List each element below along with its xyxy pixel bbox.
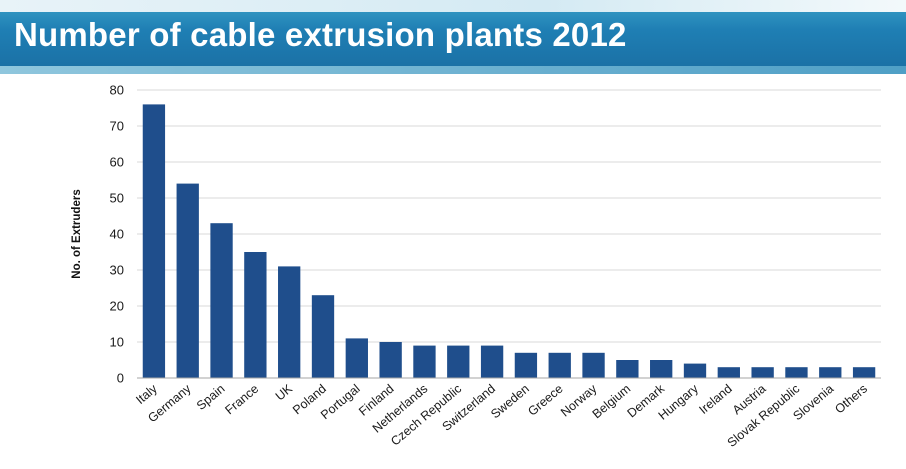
bar-austria [751, 367, 774, 378]
x-tick-greece: Greece [525, 382, 565, 419]
x-tick-spain: Spain [194, 382, 228, 413]
x-tick-france: France [222, 382, 261, 418]
bar-others [852, 367, 876, 378]
bar-sweden [514, 352, 538, 378]
bar-hungary [683, 363, 707, 378]
x-tick-uk: UK [273, 381, 296, 403]
y-tick-60: 60 [110, 155, 124, 170]
bars [142, 104, 876, 379]
y-tick-20: 20 [110, 299, 124, 314]
slide-title: Number of cable extrusion plants 2012 [14, 16, 627, 53]
bar-spain [210, 223, 233, 378]
y-tick-50: 50 [110, 191, 124, 206]
y-tick-10: 10 [110, 335, 124, 350]
bar-czech-republic [447, 345, 470, 378]
y-axis-ticks: 0 10 20 30 40 50 60 70 80 [110, 83, 124, 386]
bar-italy [142, 104, 166, 379]
y-tick-0: 0 [117, 371, 124, 386]
bar-switzerland [480, 345, 504, 378]
bar-belgium [616, 360, 639, 378]
x-tick-sweden: Sweden [488, 382, 532, 422]
x-tick-others: Others [832, 382, 870, 417]
bar-finland [379, 342, 402, 378]
bar-uk [278, 266, 301, 378]
y-tick-80: 80 [110, 83, 124, 98]
bar-greece [548, 352, 571, 378]
x-tick-italy: Italy [133, 381, 160, 407]
bar-germany [176, 183, 199, 378]
y-tick-70: 70 [110, 119, 124, 134]
bar-slovenia [819, 367, 842, 378]
x-tick-ireland: Ireland [696, 382, 734, 417]
bar-portugal [345, 338, 368, 378]
y-tick-40: 40 [110, 227, 124, 242]
bar-norway [582, 352, 605, 378]
bar-france [244, 252, 267, 378]
slide-header: Number of cable extrusion plants 2012 [0, 0, 906, 74]
bar-netherlands [413, 345, 436, 378]
bar-slovak-republic [785, 367, 808, 378]
bar-demark [650, 360, 673, 378]
bar-poland [311, 295, 335, 378]
bar-ireland [717, 367, 740, 378]
x-tick-belgium: Belgium [590, 382, 634, 422]
y-tick-30: 30 [110, 263, 124, 278]
y-axis-label: No. of Extruders [71, 189, 83, 278]
